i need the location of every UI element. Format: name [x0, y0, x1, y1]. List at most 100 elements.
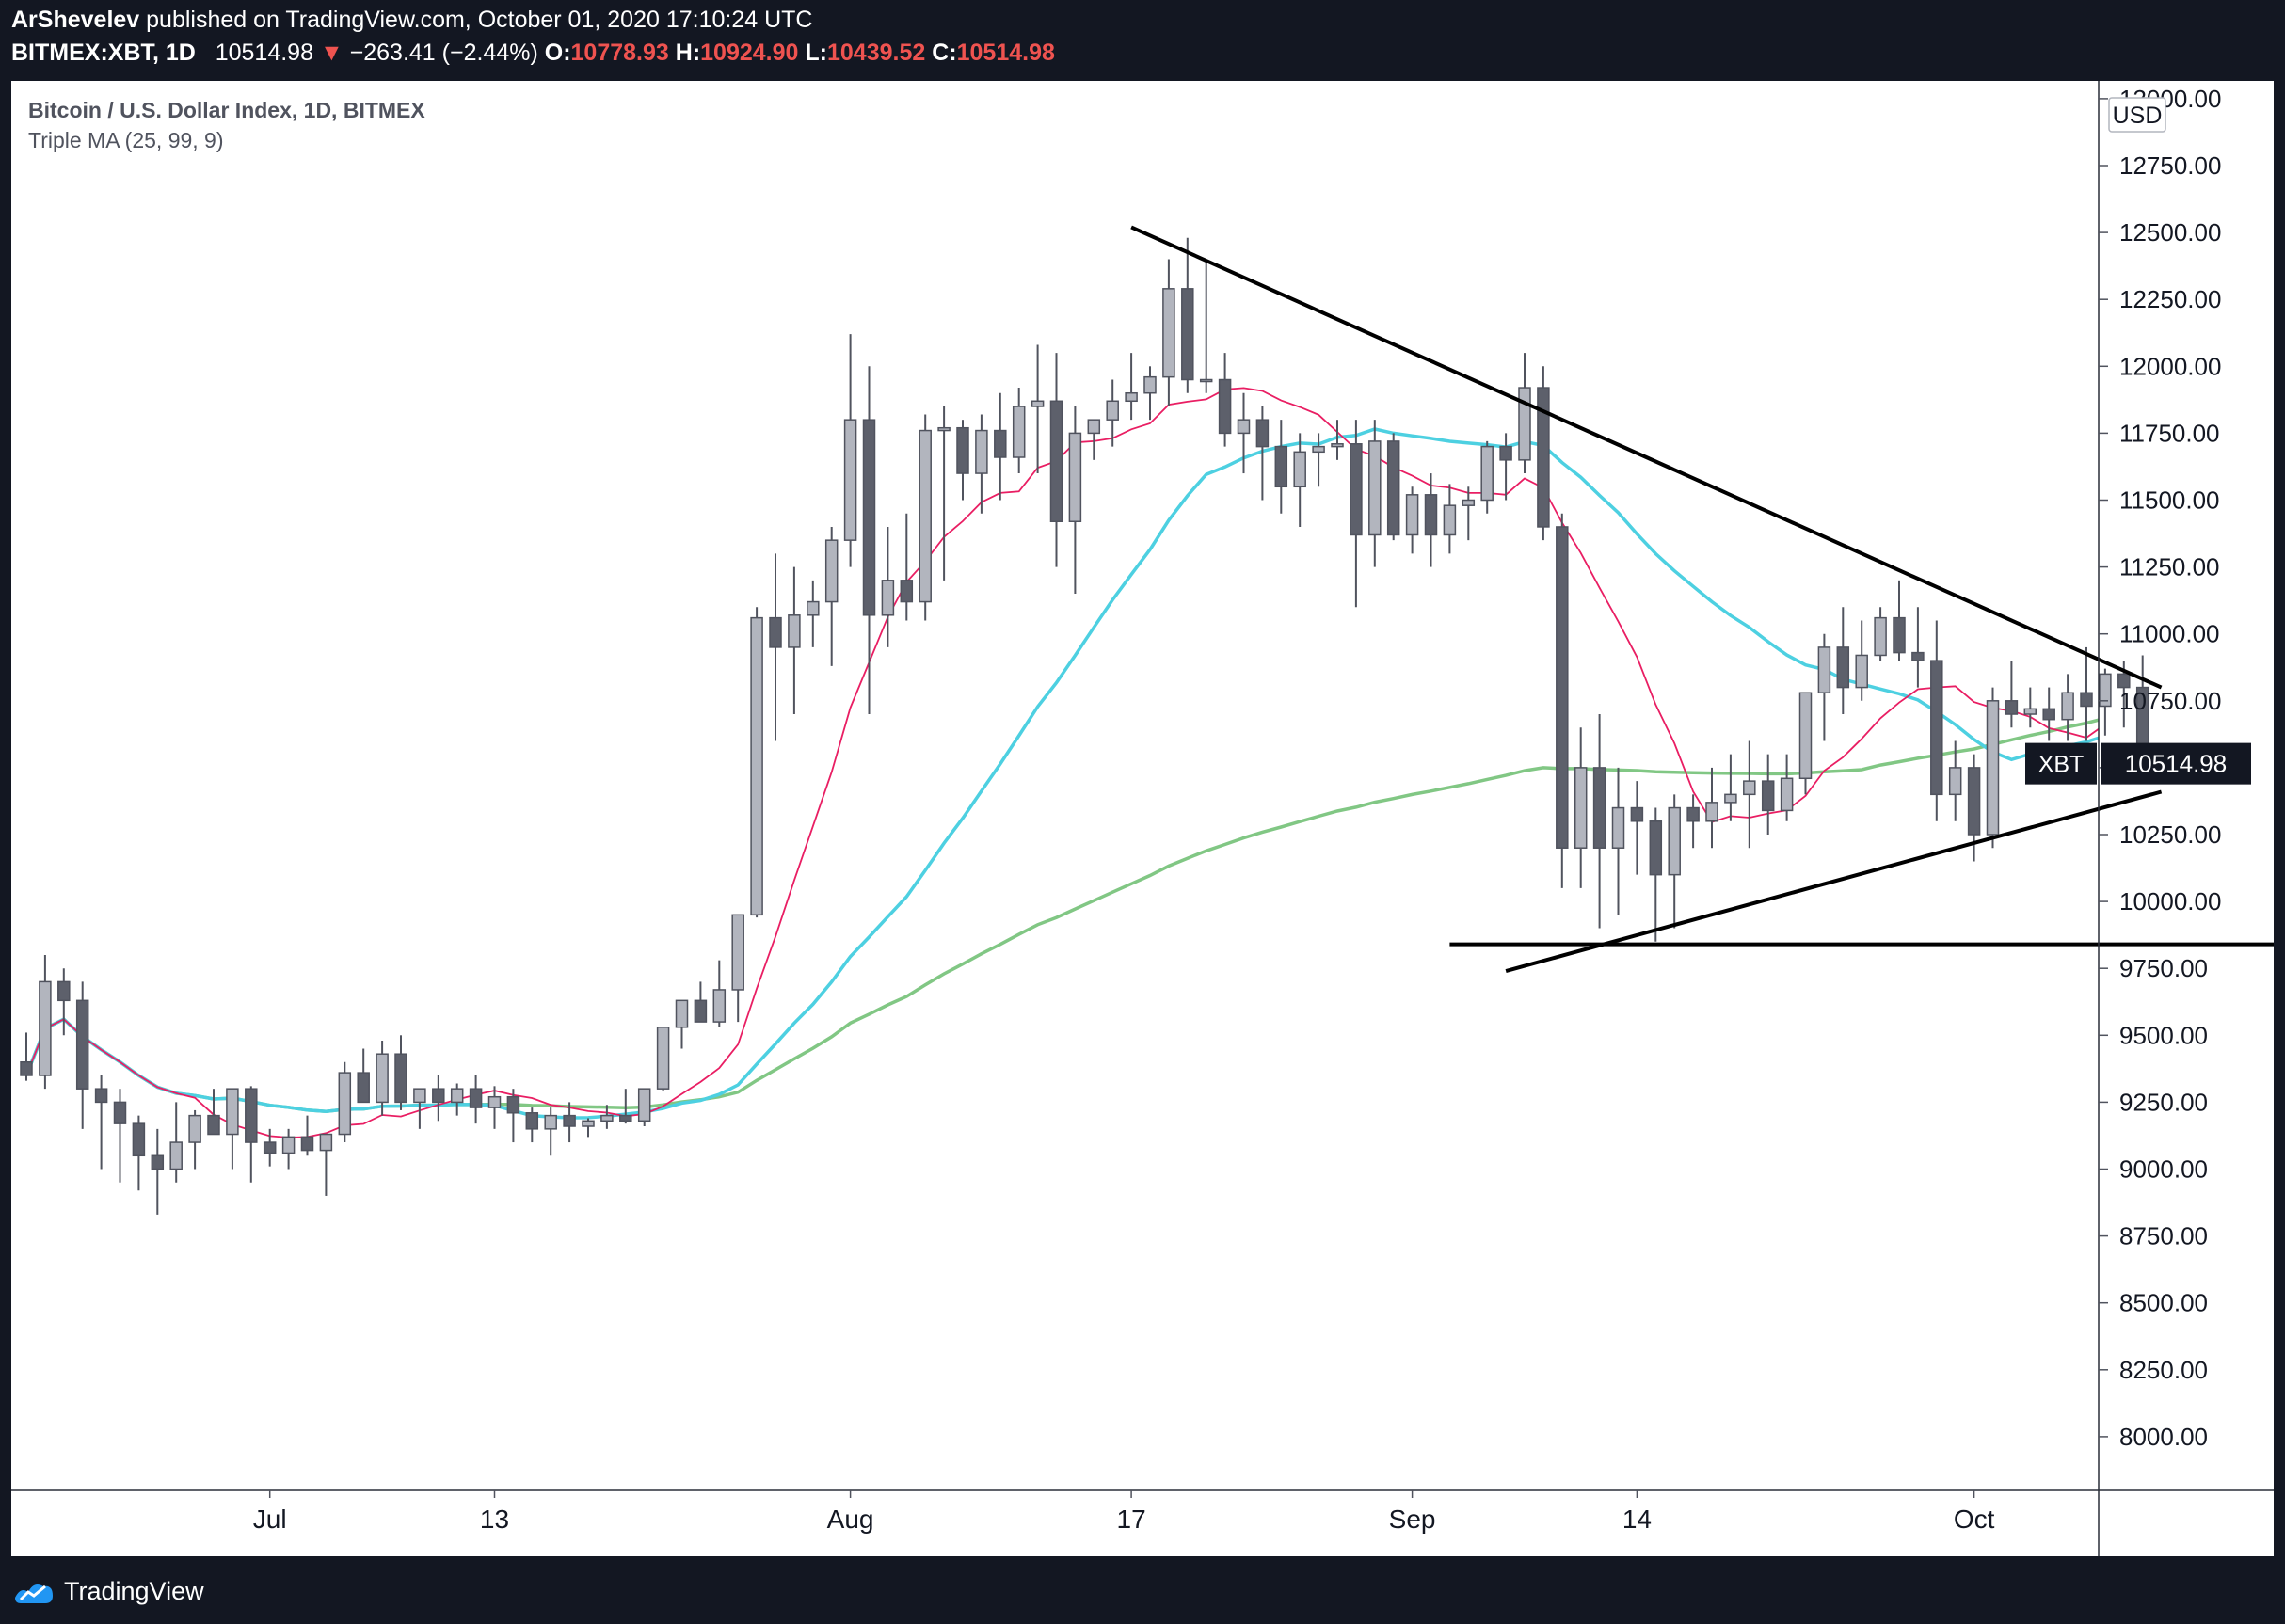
candle-body[interactable]	[75, 999, 89, 1090]
candle-body[interactable]	[712, 989, 727, 1023]
candle-body[interactable]	[281, 1136, 296, 1154]
candle-body[interactable]	[357, 1072, 370, 1104]
candle-body[interactable]	[1293, 451, 1306, 488]
candle-body[interactable]	[956, 426, 969, 474]
candle-body[interactable]	[1986, 700, 2000, 836]
candle-body[interactable]	[1162, 288, 1175, 378]
candle-body[interactable]	[338, 1072, 352, 1136]
candle-body[interactable]	[1893, 616, 1906, 654]
candle-body[interactable]	[300, 1136, 314, 1152]
candle-body[interactable]	[1686, 806, 1700, 822]
candle-body[interactable]	[637, 1088, 651, 1122]
trendline-lower[interactable]	[1505, 789, 2163, 973]
candle-body[interactable]	[1237, 419, 1251, 435]
candle-body[interactable]	[487, 1095, 502, 1108]
candle-body[interactable]	[1930, 660, 1943, 796]
candle-body[interactable]	[1761, 780, 1775, 812]
candle-body[interactable]	[1499, 445, 1512, 461]
candle-body[interactable]	[731, 914, 744, 991]
candle-body[interactable]	[450, 1088, 464, 1104]
candle-body[interactable]	[1724, 793, 1737, 804]
candle-body[interactable]	[1462, 499, 1476, 506]
candle-body[interactable]	[1049, 400, 1063, 523]
candle-body[interactable]	[1031, 400, 1045, 407]
candle-body[interactable]	[824, 539, 839, 603]
candle-body[interactable]	[2005, 700, 2019, 715]
candle-body[interactable]	[132, 1122, 146, 1157]
candle-body[interactable]	[843, 419, 857, 541]
candle-body[interactable]	[619, 1114, 632, 1122]
candle-body[interactable]	[1443, 504, 1457, 536]
candle-body[interactable]	[563, 1114, 576, 1127]
candle-body[interactable]	[675, 999, 689, 1028]
chart-pane[interactable]: 13000.00 12750.00 12500.00 12250.00 12000.00…	[11, 81, 2274, 1556]
candle-body[interactable]	[1143, 375, 1157, 394]
candle-body[interactable]	[2080, 692, 2093, 708]
candle-body[interactable]	[1255, 419, 1270, 448]
candle-body[interactable]	[1780, 777, 1794, 812]
candle-body[interactable]	[1798, 692, 1813, 780]
currency-box[interactable]	[2108, 97, 2166, 133]
candle-body[interactable]	[1218, 378, 1232, 435]
candle-body[interactable]	[975, 429, 988, 474]
candle-body[interactable]	[544, 1114, 557, 1130]
tradingview-brand[interactable]: TradingView	[64, 1576, 204, 1605]
candle-body[interactable]	[1350, 443, 1363, 536]
candle-body[interactable]	[1668, 806, 1681, 876]
tradingview-logo-icon[interactable]	[13, 1577, 55, 1605]
currency-label[interactable]: USD	[2113, 103, 2163, 129]
candle-body[interactable]	[1705, 802, 1718, 822]
candle-body[interactable]	[506, 1095, 520, 1114]
candle-body[interactable]	[2023, 708, 2037, 715]
candle-body[interactable]	[2099, 673, 2112, 708]
candle-body[interactable]	[1817, 646, 1831, 694]
candle-body[interactable]	[1386, 440, 1400, 536]
candle-body[interactable]	[788, 614, 801, 648]
chart-canvas[interactable]: 13000.0012750.0012500.0012250.0012000.00…	[11, 81, 2274, 1556]
candle-body[interactable]	[432, 1088, 445, 1104]
candle-body[interactable]	[1611, 806, 1625, 849]
candle-body[interactable]	[1424, 494, 1438, 536]
candle-body[interactable]	[413, 1088, 426, 1104]
candle-body[interactable]	[1068, 432, 1082, 523]
candle-body[interactable]	[807, 600, 820, 616]
candle-body[interactable]	[1106, 400, 1119, 421]
candle-body[interactable]	[2042, 708, 2055, 721]
candle-body[interactable]	[900, 580, 914, 603]
candle-body[interactable]	[1855, 654, 1868, 689]
candle-body[interactable]	[582, 1120, 595, 1127]
candle-body[interactable]	[319, 1133, 333, 1152]
candle-body[interactable]	[694, 999, 708, 1023]
candle-body[interactable]	[226, 1088, 239, 1136]
candle-body[interactable]	[1537, 387, 1550, 528]
candle-body[interactable]	[1405, 494, 1419, 536]
candle-body[interactable]	[1331, 443, 1344, 448]
candle-body[interactable]	[1911, 651, 1925, 661]
candle-body[interactable]	[1592, 767, 1606, 849]
candle-body[interactable]	[376, 1053, 389, 1104]
candle-body[interactable]	[881, 580, 895, 616]
candle-body[interactable]	[263, 1141, 277, 1154]
candle-body[interactable]	[469, 1088, 483, 1108]
candle-body[interactable]	[1181, 288, 1194, 381]
candle-body[interactable]	[750, 616, 763, 916]
candle-body[interactable]	[1967, 767, 1981, 836]
candle-body[interactable]	[1518, 387, 1531, 461]
candle-body[interactable]	[57, 980, 71, 1002]
candle-body[interactable]	[394, 1053, 407, 1104]
candle-body[interactable]	[1274, 445, 1288, 488]
candle-body[interactable]	[94, 1088, 108, 1104]
candle-body[interactable]	[188, 1114, 201, 1143]
candle-body[interactable]	[656, 1027, 670, 1090]
candle-body[interactable]	[1480, 445, 1494, 502]
legend-indicator[interactable]: Triple MA (25, 99, 9)	[28, 128, 224, 152]
author-name[interactable]: ArShevelev	[11, 7, 140, 33]
candle-body[interactable]	[151, 1154, 165, 1170]
candle-body[interactable]	[862, 419, 876, 616]
candle-body[interactable]	[1574, 767, 1588, 849]
candle-body[interactable]	[2117, 673, 2131, 689]
trendline-upper[interactable]	[1130, 225, 2163, 690]
candle-body[interactable]	[994, 429, 1007, 458]
candle-body[interactable]	[245, 1088, 258, 1143]
candle-body[interactable]	[1368, 440, 1382, 536]
